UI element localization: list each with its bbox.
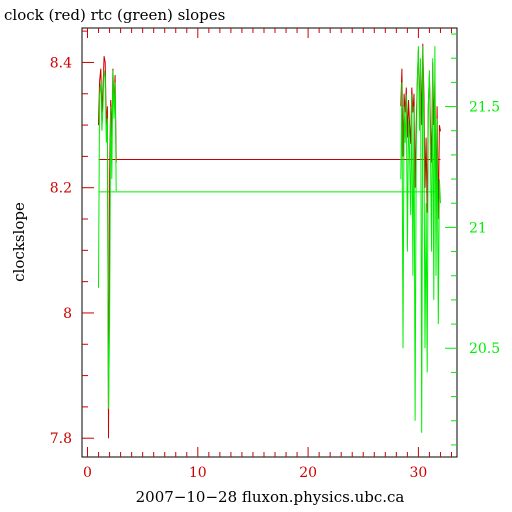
y-axis-right: 20.5 21 21.5 [445, 33, 500, 446]
chart-title: clock (red) rtc (green) slopes [4, 6, 225, 24]
x-axis: 0 10 20 30 [83, 28, 452, 481]
y-right-tick-label: 20.5 [469, 341, 500, 357]
rtc-series-line [98, 70, 117, 409]
rtc-series-line [400, 46, 441, 433]
x-tick-label: 20 [299, 465, 317, 481]
plot-area [98, 43, 441, 439]
x-tick-label: 30 [409, 465, 427, 481]
y-left-tick-label: 8.2 [50, 181, 72, 197]
x-axis-label: 2007−10−28 fluxon.physics.ubc.ca [136, 488, 405, 506]
y-left-tick-label: 8.4 [50, 55, 72, 71]
y-left-tick-label: 8 [63, 306, 72, 322]
y-right-tick-label: 21 [469, 220, 487, 236]
y-right-tick-label: 21.5 [469, 100, 500, 116]
y-left-tick-label: 7.8 [50, 431, 72, 447]
x-tick-label: 10 [189, 465, 207, 481]
y-axis-left: 7.8 8 8.2 8.4 [50, 30, 94, 447]
plot-frame [81, 27, 458, 458]
y-axis-label: clockslope [10, 202, 28, 282]
x-tick-label: 0 [83, 465, 92, 481]
